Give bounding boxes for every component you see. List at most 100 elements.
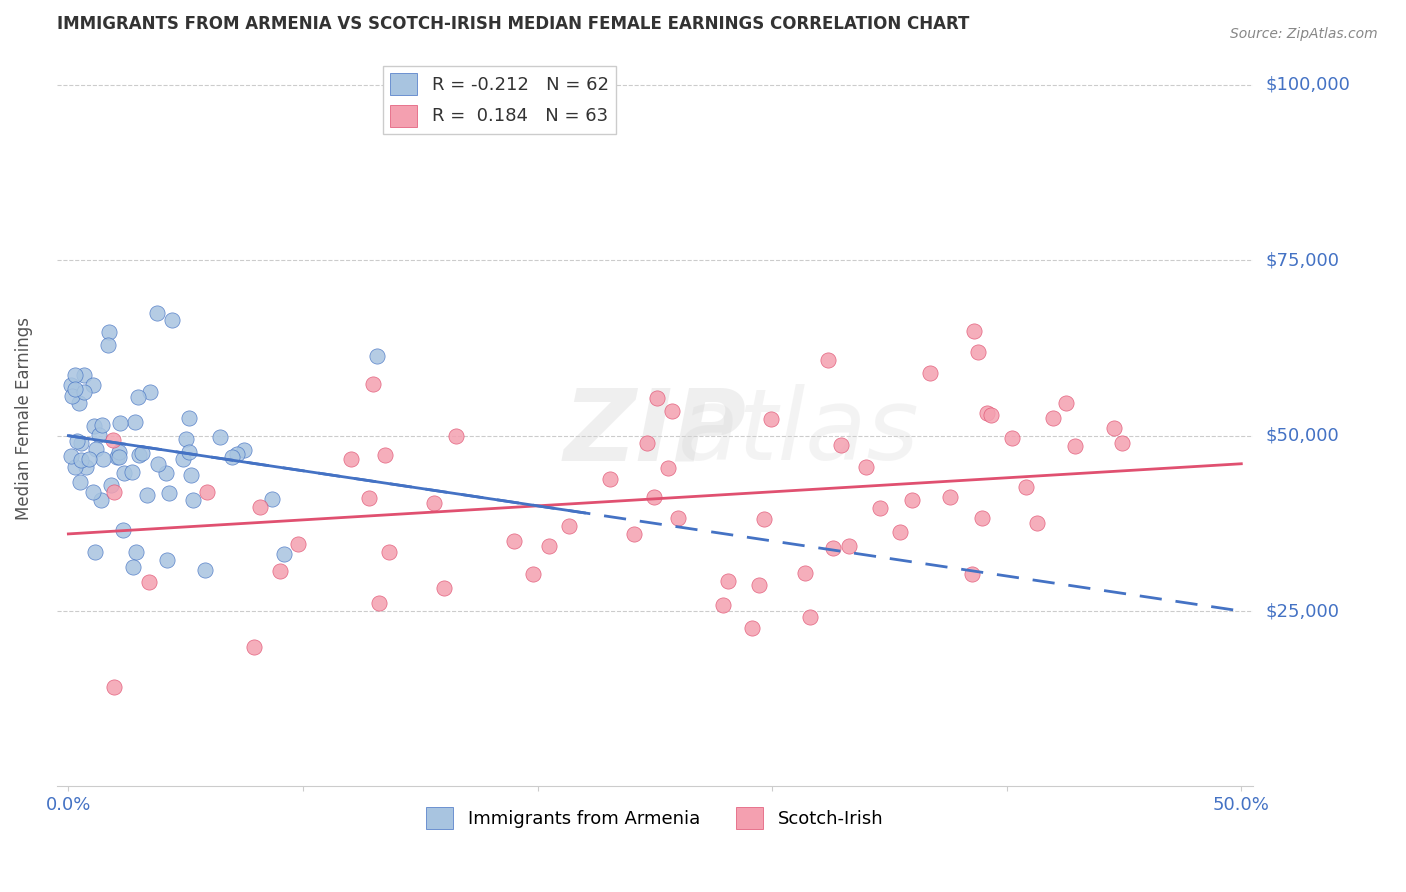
Point bbox=[623, 526, 645, 541]
Point bbox=[976, 406, 998, 420]
Text: Source: ZipAtlas.com: Source: ZipAtlas.com bbox=[1230, 27, 1378, 41]
Point bbox=[100, 478, 122, 492]
Point bbox=[84, 545, 107, 559]
Point bbox=[127, 390, 149, 404]
Point bbox=[103, 484, 125, 499]
Point bbox=[479, 113, 502, 128]
Point bbox=[101, 433, 124, 447]
Point bbox=[128, 448, 150, 462]
Point bbox=[90, 493, 112, 508]
Point bbox=[82, 377, 104, 392]
Point bbox=[108, 444, 131, 458]
Point bbox=[1015, 480, 1038, 494]
Point bbox=[339, 451, 361, 466]
Point bbox=[98, 325, 121, 339]
Point bbox=[368, 596, 391, 610]
Point bbox=[1104, 421, 1126, 435]
Point bbox=[233, 442, 256, 457]
Text: $100,000: $100,000 bbox=[1265, 76, 1350, 94]
Point bbox=[920, 366, 942, 380]
Point bbox=[221, 450, 243, 465]
Point bbox=[59, 377, 82, 392]
Point bbox=[208, 429, 231, 443]
Point bbox=[817, 352, 839, 367]
Point bbox=[444, 429, 467, 443]
Point bbox=[249, 500, 271, 514]
Text: $50,000: $50,000 bbox=[1265, 426, 1339, 445]
Point bbox=[661, 404, 683, 418]
Point bbox=[830, 438, 852, 452]
Point bbox=[433, 581, 456, 595]
Text: $25,000: $25,000 bbox=[1265, 602, 1339, 620]
Point bbox=[108, 450, 131, 465]
Point bbox=[83, 419, 105, 434]
Point bbox=[287, 537, 309, 551]
Point bbox=[181, 493, 204, 508]
Point bbox=[838, 540, 860, 554]
Point bbox=[273, 547, 295, 561]
Point bbox=[1026, 516, 1049, 530]
Point bbox=[138, 574, 160, 589]
Point bbox=[194, 563, 217, 577]
Point bbox=[87, 427, 110, 442]
Point bbox=[242, 640, 264, 654]
Point bbox=[821, 541, 844, 555]
Point bbox=[599, 472, 621, 486]
Point bbox=[636, 435, 658, 450]
Point bbox=[82, 484, 104, 499]
Point bbox=[105, 450, 128, 465]
Point bbox=[156, 553, 179, 567]
Point bbox=[110, 416, 132, 430]
Point bbox=[172, 452, 194, 467]
Point bbox=[901, 493, 924, 508]
Point bbox=[657, 461, 679, 475]
Point bbox=[522, 566, 544, 581]
Point bbox=[75, 460, 97, 475]
Point bbox=[1111, 435, 1133, 450]
Point bbox=[93, 451, 115, 466]
Text: atlas: atlas bbox=[678, 384, 920, 482]
Point bbox=[73, 368, 96, 383]
Point bbox=[647, 391, 669, 405]
Point bbox=[60, 389, 83, 403]
Point bbox=[869, 500, 891, 515]
Point bbox=[59, 450, 82, 464]
Point bbox=[643, 490, 665, 504]
Point bbox=[177, 445, 200, 459]
Point bbox=[366, 349, 388, 363]
Text: IMMIGRANTS FROM ARMENIA VS SCOTCH-IRISH MEDIAN FEMALE EARNINGS CORRELATION CHART: IMMIGRANTS FROM ARMENIA VS SCOTCH-IRISH … bbox=[56, 15, 969, 33]
Point bbox=[962, 567, 984, 582]
Point bbox=[799, 610, 821, 624]
Point bbox=[741, 621, 763, 635]
Point bbox=[155, 467, 177, 481]
Point bbox=[124, 415, 146, 429]
Point bbox=[145, 306, 167, 320]
Point bbox=[963, 324, 986, 338]
Point bbox=[260, 491, 283, 506]
Point bbox=[1001, 431, 1024, 445]
Point bbox=[70, 435, 93, 450]
Point bbox=[967, 345, 990, 359]
Point bbox=[112, 523, 135, 537]
Point bbox=[70, 453, 93, 467]
Point bbox=[374, 448, 396, 462]
Point bbox=[63, 368, 86, 382]
Point bbox=[855, 460, 877, 475]
Point bbox=[1063, 439, 1085, 453]
Point bbox=[97, 338, 120, 352]
Point bbox=[225, 447, 247, 461]
Point bbox=[793, 566, 815, 581]
Point bbox=[558, 519, 581, 533]
Point bbox=[125, 545, 148, 559]
Point bbox=[91, 418, 114, 433]
Text: ZIP: ZIP bbox=[564, 384, 747, 482]
Point bbox=[752, 512, 775, 526]
Point bbox=[939, 490, 962, 504]
Point bbox=[1042, 411, 1064, 425]
Point bbox=[378, 545, 401, 559]
Point bbox=[361, 377, 384, 392]
Point bbox=[759, 411, 782, 425]
Point bbox=[122, 560, 145, 574]
Point bbox=[538, 539, 561, 553]
Point bbox=[195, 484, 218, 499]
